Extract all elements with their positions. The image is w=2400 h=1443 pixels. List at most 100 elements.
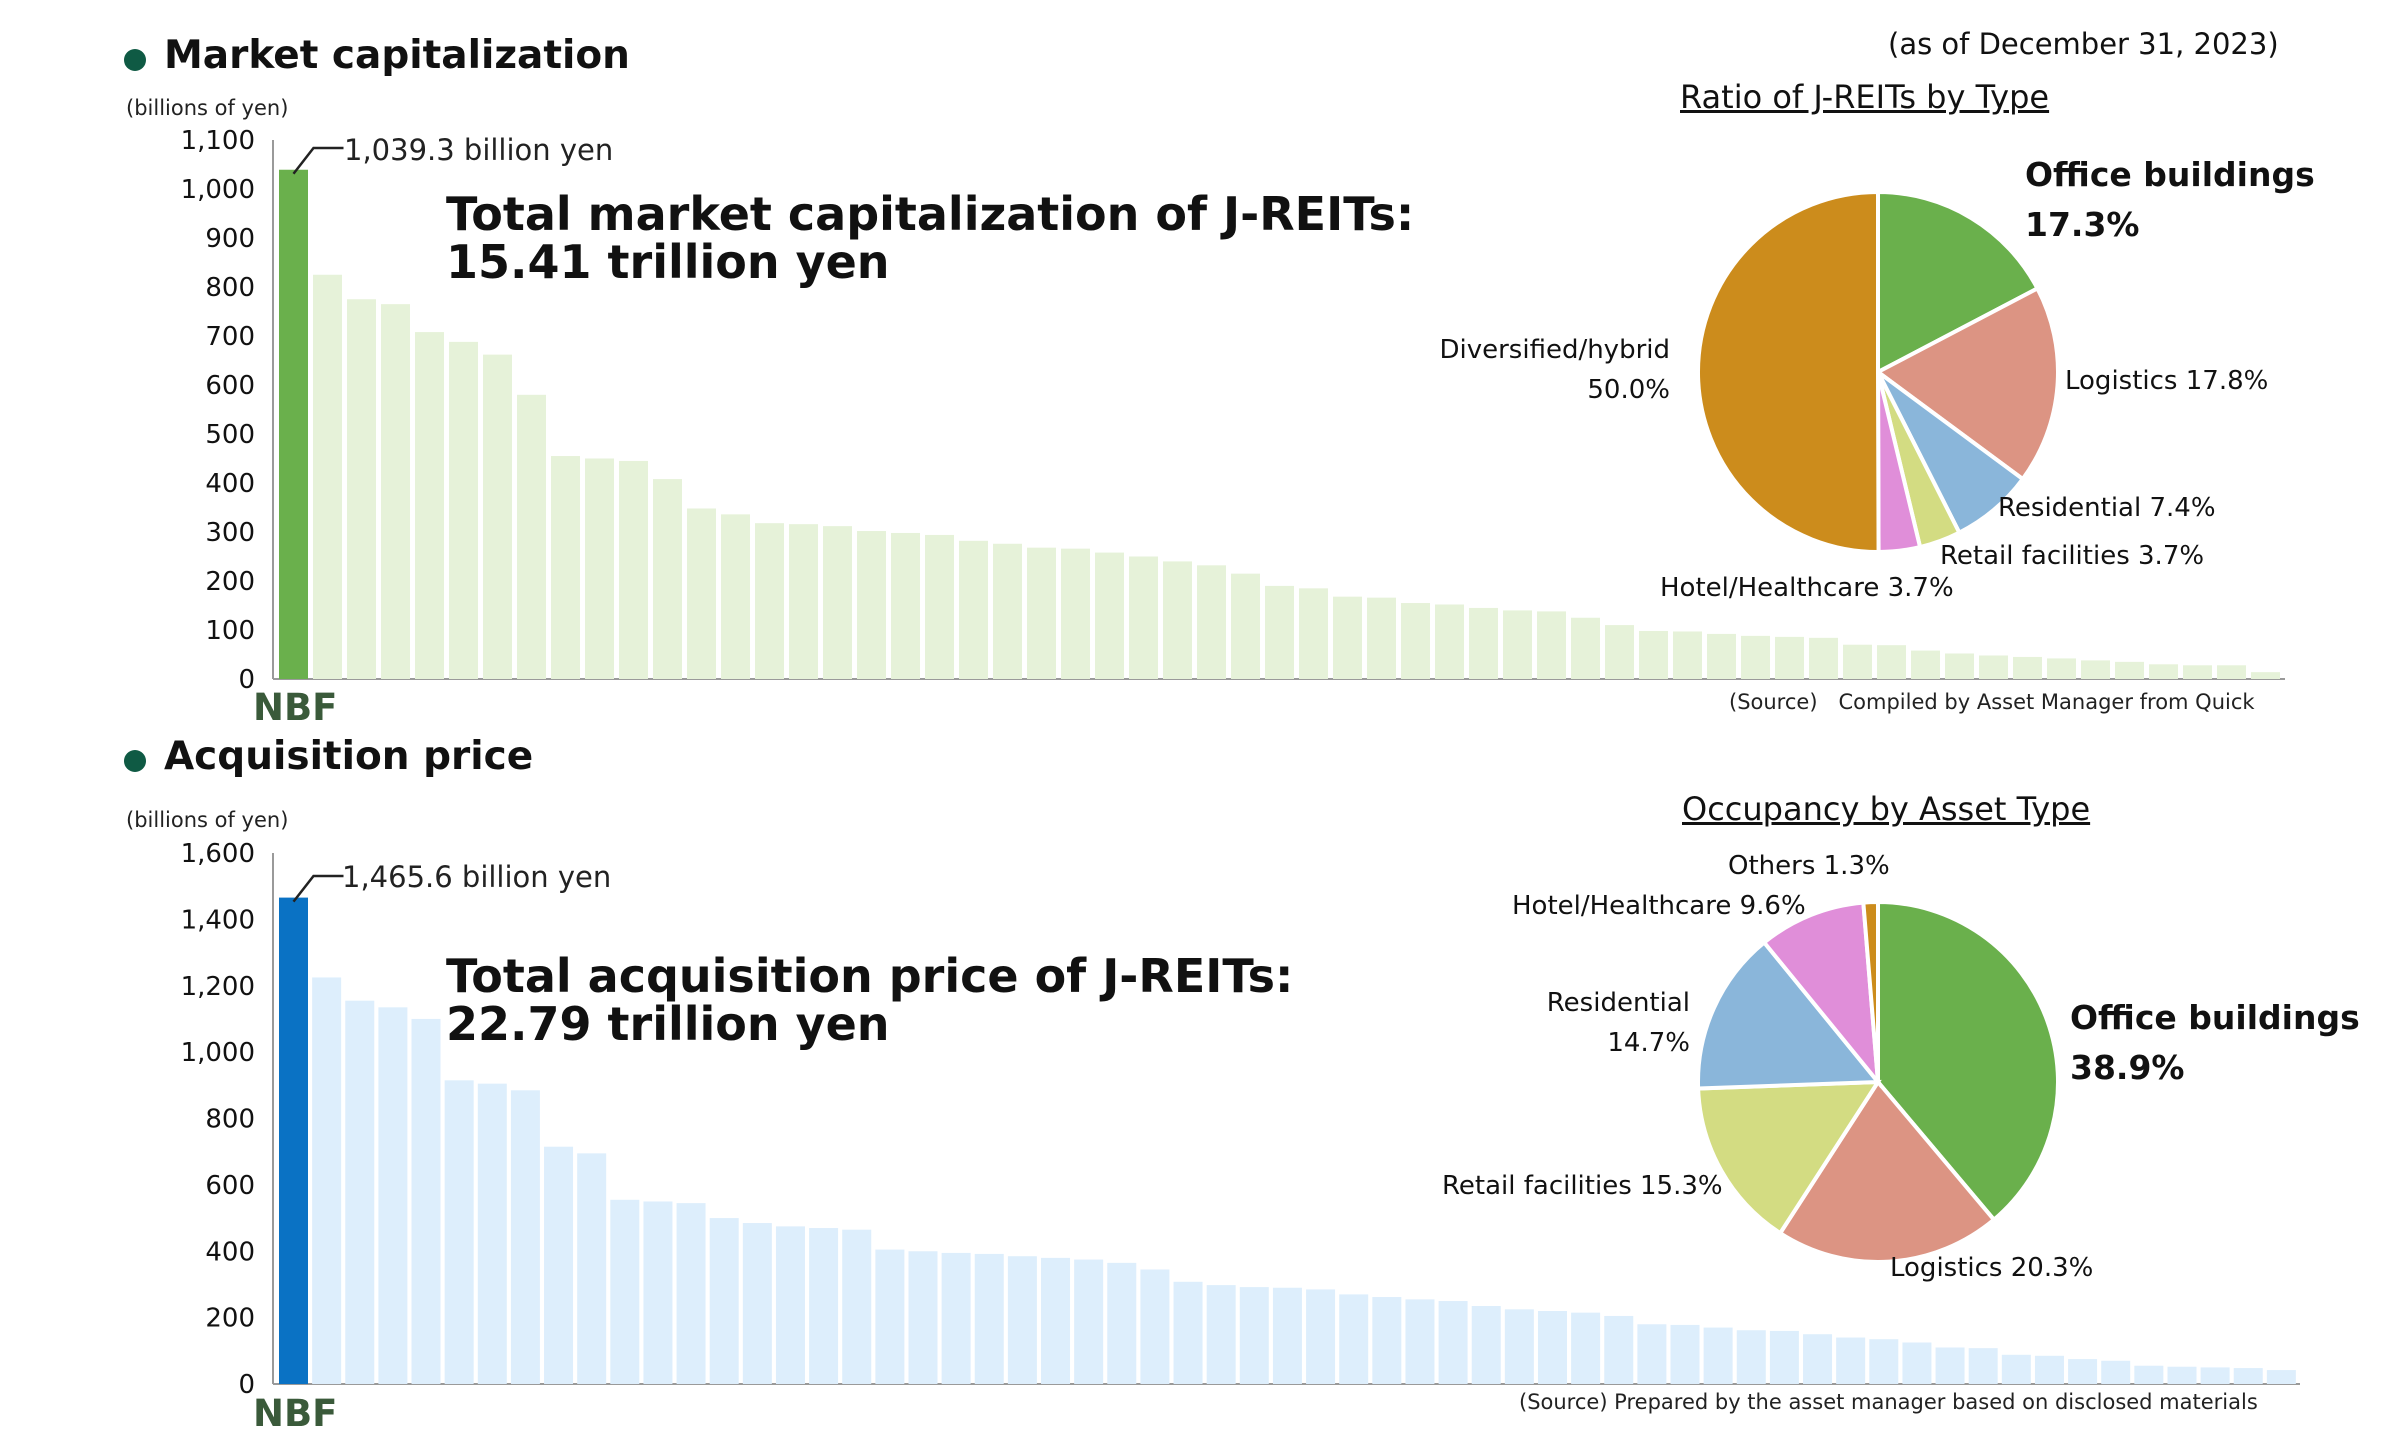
acquisition-bar	[1239, 1287, 1269, 1384]
acquisition-bar	[2200, 1367, 2230, 1384]
acquisition-bar	[1074, 1259, 1104, 1384]
acquisition-bar	[1272, 1287, 1302, 1384]
pie2-label-residential-name: Residential	[1546, 988, 1690, 1018]
acquisition-bar	[908, 1251, 938, 1384]
pie2-label-residential-value: 14.7%	[1607, 1028, 1690, 1058]
acquisition-y-tick-label: 1,200	[181, 972, 255, 1002]
market-cap-bar	[2183, 665, 2212, 679]
acquisition-bar	[1902, 1342, 1932, 1384]
acquisition-bar	[842, 1229, 872, 1384]
market-cap-bar	[2115, 661, 2144, 679]
source-note-acquisition: (Source) Prepared by the asset manager b…	[1519, 1390, 2258, 1414]
acquisition-y-tick-label: 1,000	[181, 1038, 255, 1068]
market-cap-bar	[1571, 617, 1600, 679]
market-cap-bar	[993, 543, 1022, 679]
market-cap-y-tick-label: 600	[205, 371, 255, 401]
market-cap-bar	[687, 508, 716, 679]
acquisition-bar	[1405, 1299, 1435, 1384]
market-cap-bar	[551, 456, 580, 679]
acquisition-bar	[411, 1018, 441, 1384]
acquisition-callout-line	[292, 874, 344, 903]
acquisition-bar	[444, 1080, 474, 1384]
pie2-label-logistics: Logistics 20.3%	[1890, 1248, 2093, 1288]
pie1-label-hotel: Hotel/Healthcare 3.7%	[1660, 568, 1954, 608]
acquisition-bar	[1041, 1257, 1071, 1384]
pie1-slice-hotel-healthcare	[1876, 371, 1923, 555]
pie2-slice-others	[1861, 899, 1880, 1083]
total-market-cap-line1: Total market capitalization of J-REITs:	[446, 187, 1415, 241]
acquisition-bar	[610, 1199, 640, 1384]
market-cap-bar	[721, 514, 750, 679]
acquisition-bar	[643, 1201, 673, 1384]
unit-label-acquisition: (billions of yen)	[126, 808, 289, 832]
acquisition-bar	[1372, 1297, 1402, 1384]
market-cap-bar	[755, 523, 784, 679]
acquisition-bar	[1836, 1337, 1866, 1384]
market-cap-bar	[1741, 635, 1770, 679]
market-cap-bar	[823, 526, 852, 679]
pie2-label-retail: Retail facilities 15.3%	[1442, 1166, 1723, 1206]
pie1-slice-logistics	[1874, 285, 2060, 482]
pie2-slice-retail-facilities	[1696, 1079, 1882, 1236]
unit-label-market-cap: (billions of yen)	[126, 96, 289, 120]
market-cap-bar	[1775, 636, 1804, 679]
acquisition-y-tick-label: 200	[205, 1304, 255, 1334]
market-cap-bar	[1231, 573, 1260, 679]
market-cap-bar	[2081, 660, 2110, 679]
pie1-slice-retail-facilities	[1876, 371, 1962, 550]
market-cap-y-tick-label: 700	[205, 322, 255, 352]
market-cap-bar	[789, 524, 818, 679]
market-cap-bar	[1333, 596, 1362, 679]
acquisition-bar	[2034, 1355, 2064, 1384]
acquisition-bar	[1769, 1330, 1799, 1384]
market-cap-bar	[1197, 565, 1226, 679]
pie1-label-diversified-value: 50.0%	[1587, 375, 1670, 405]
acquisition-bar	[1736, 1330, 1766, 1384]
acquisition-bar	[1571, 1312, 1601, 1384]
market-cap-bar	[1707, 633, 1736, 679]
acquisition-bar	[1968, 1348, 1998, 1384]
nbf-label-acquisition: NBF	[253, 1392, 338, 1435]
pie2-label-residential: Residential 14.7%	[1490, 983, 1690, 1063]
acquisition-bar	[775, 1226, 805, 1384]
acquisition-bar	[1935, 1347, 1965, 1384]
pie2-label-logistics-value: 20.3%	[2010, 1253, 2094, 1283]
market-cap-bar	[381, 304, 410, 679]
acquisition-y-tick-label: 600	[205, 1171, 255, 1201]
market-cap-bar	[1163, 561, 1192, 679]
market-cap-bar	[2047, 658, 2076, 679]
acquisition-y-tick-label: 800	[205, 1105, 255, 1135]
pie1-label-logistics-name: Logistics	[2065, 366, 2178, 396]
acquisition-bar	[1670, 1324, 1700, 1384]
market-cap-y-tick-label: 500	[205, 420, 255, 450]
market-cap-bar	[1503, 610, 1532, 679]
market-cap-bar	[925, 534, 954, 679]
pie1-label-diversified-name: Diversified/hybrid	[1439, 335, 1670, 365]
acquisition-bar	[809, 1228, 839, 1384]
acquisition-bar	[974, 1253, 1004, 1384]
pie1-label-office: Office buildings 17.3%	[2025, 150, 2315, 250]
total-market-cap-line2: 15.41 trillion yen	[446, 235, 890, 289]
market-cap-bar	[1843, 644, 1872, 679]
pie2-label-others: Others 1.3%	[1728, 846, 1890, 886]
acquisition-bar	[2266, 1370, 2296, 1384]
market-cap-bar	[415, 332, 444, 679]
acquisition-y-tick-label: 1,400	[181, 905, 255, 935]
pie2-slice-logistics	[1777, 1078, 1997, 1264]
section-bullet-icon	[124, 49, 146, 71]
acquisition-bar	[875, 1249, 905, 1384]
source-note-market-cap: (Source) Compiled by Asset Manager from …	[1729, 690, 2255, 714]
market-cap-bar	[1673, 631, 1702, 679]
acquisition-bar	[2001, 1354, 2031, 1384]
market-cap-y-tick-label: 1,000	[181, 175, 255, 205]
market-cap-y-tick-label: 300	[205, 518, 255, 548]
acquisition-bar	[1537, 1310, 1567, 1384]
market-cap-bar	[1095, 552, 1124, 679]
pie2-label-hotel-value: 9.6%	[1739, 891, 1806, 921]
market-cap-bar	[1979, 655, 2008, 679]
market-cap-bar	[857, 531, 886, 679]
market-cap-bar	[2251, 672, 2280, 679]
pie1-label-diversified: Diversified/hybrid 50.0%	[1430, 330, 1670, 410]
pie1-label-residential: Residential 7.4%	[1998, 488, 2216, 528]
acquisition-bar	[2134, 1365, 2164, 1384]
